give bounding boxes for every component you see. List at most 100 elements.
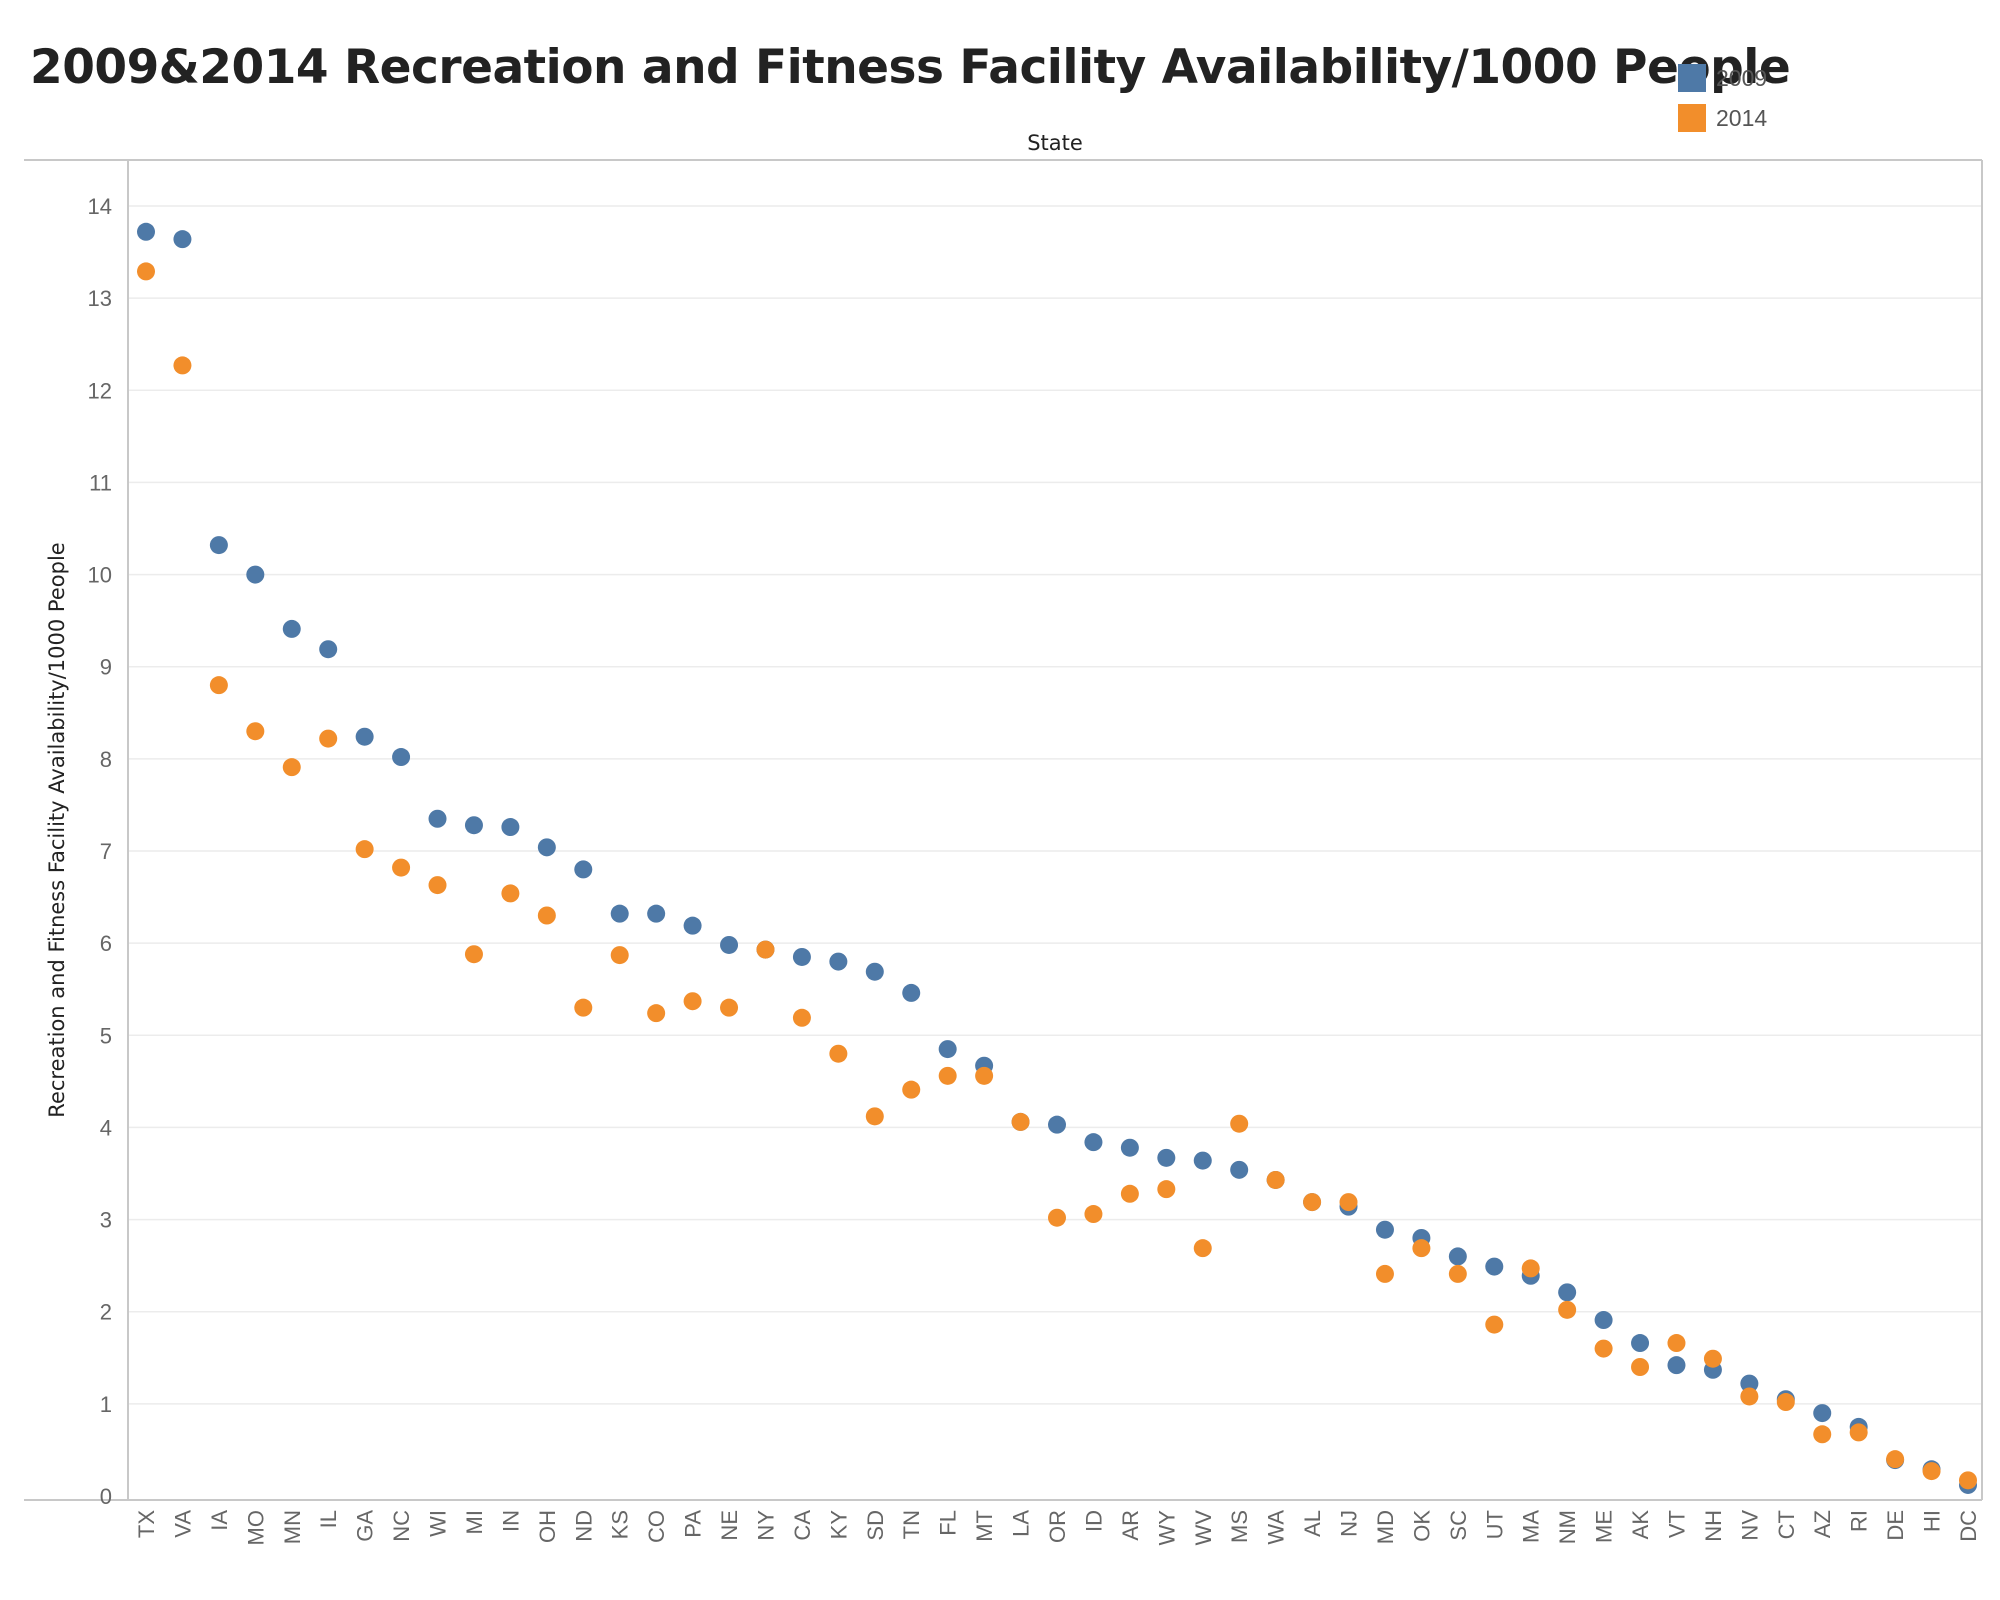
data-point-2014-nv[interactable] [1740, 1387, 1759, 1406]
data-point-2014-wi[interactable] [428, 876, 447, 895]
data-point-2014-sc[interactable] [1448, 1264, 1467, 1283]
data-point-2009-ak[interactable] [1631, 1334, 1650, 1353]
data-point-2014-ar[interactable] [1120, 1184, 1139, 1203]
data-point-2014-ca[interactable] [792, 1008, 811, 1027]
data-point-2014-nh[interactable] [1703, 1349, 1722, 1368]
data-point-2014-nm[interactable] [1558, 1300, 1577, 1319]
data-point-2014-ok[interactable] [1412, 1239, 1431, 1258]
data-point-2009-oh[interactable] [537, 838, 556, 857]
data-point-2014-hi[interactable] [1922, 1462, 1941, 1481]
data-point-2014-va[interactable] [173, 356, 192, 375]
x-tick-label: IL [316, 1510, 341, 1528]
data-point-2009-wy[interactable] [1157, 1148, 1176, 1167]
data-point-2014-wy[interactable] [1157, 1180, 1176, 1199]
data-point-2009-nm[interactable] [1558, 1283, 1577, 1302]
data-point-2009-ga[interactable] [355, 727, 374, 746]
data-point-2014-ri[interactable] [1849, 1423, 1868, 1442]
data-point-2014-id[interactable] [1084, 1205, 1103, 1224]
data-point-2014-ny[interactable] [756, 940, 775, 959]
data-point-2009-ia[interactable] [209, 536, 228, 555]
data-point-2014-md[interactable] [1375, 1264, 1394, 1283]
data-point-2009-ks[interactable] [610, 904, 629, 923]
data-point-2014-ia[interactable] [209, 676, 228, 695]
data-point-2009-vt[interactable] [1667, 1356, 1686, 1375]
data-point-2014-nc[interactable] [392, 858, 411, 877]
data-point-2014-mt[interactable] [975, 1066, 994, 1085]
data-point-2014-mn[interactable] [282, 758, 301, 777]
data-point-2014-il[interactable] [319, 729, 338, 748]
data-point-2014-ms[interactable] [1230, 1114, 1249, 1133]
data-point-2014-ks[interactable] [610, 946, 629, 965]
data-point-2009-sd[interactable] [865, 962, 884, 981]
y-tick-label: 2 [100, 1300, 112, 1325]
data-point-2009-mn[interactable] [282, 619, 301, 638]
x-tick-label: MN [280, 1510, 305, 1544]
data-point-2014-dc[interactable] [1959, 1471, 1977, 1490]
data-point-2009-tx[interactable] [137, 222, 155, 241]
data-point-2014-ne[interactable] [720, 998, 739, 1017]
data-point-2009-ne[interactable] [720, 935, 739, 954]
legend-swatch-2009 [1678, 64, 1706, 92]
data-point-2014-ma[interactable] [1521, 1259, 1540, 1278]
data-point-2014-tx[interactable] [137, 262, 155, 281]
data-point-2009-md[interactable] [1375, 1220, 1394, 1239]
data-point-2014-ga[interactable] [355, 840, 374, 859]
data-point-2009-tn[interactable] [902, 983, 921, 1002]
data-point-2009-va[interactable] [173, 230, 192, 249]
data-point-2009-il[interactable] [319, 640, 338, 659]
data-point-2014-ak[interactable] [1631, 1358, 1650, 1376]
data-point-2014-tn[interactable] [902, 1080, 921, 1099]
data-point-2014-sd[interactable] [865, 1107, 884, 1126]
data-point-2009-nd[interactable] [574, 860, 593, 879]
y-tick-label: 6 [100, 931, 112, 956]
data-point-2009-az[interactable] [1813, 1404, 1832, 1423]
data-point-2009-me[interactable] [1594, 1311, 1613, 1330]
data-point-2009-id[interactable] [1084, 1133, 1103, 1152]
data-point-2009-ut[interactable] [1485, 1257, 1504, 1276]
data-point-2009-in[interactable] [501, 818, 520, 837]
data-point-2009-ky[interactable] [829, 952, 848, 971]
x-tick-label: DE [1883, 1510, 1908, 1541]
data-point-2014-or[interactable] [1048, 1208, 1066, 1227]
data-point-2009-co[interactable] [647, 904, 666, 923]
data-point-2009-nc[interactable] [392, 748, 411, 767]
data-point-2014-al[interactable] [1303, 1193, 1322, 1212]
data-point-2014-pa[interactable] [683, 992, 702, 1011]
y-tick-label: 4 [100, 1115, 112, 1140]
data-point-2009-nv[interactable] [1740, 1374, 1759, 1393]
data-point-2009-ar[interactable] [1120, 1138, 1139, 1157]
x-tick-label: WV [1191, 1510, 1216, 1546]
data-point-2009-ca[interactable] [792, 947, 811, 966]
data-point-2014-az[interactable] [1813, 1425, 1832, 1444]
data-point-2014-ut[interactable] [1485, 1315, 1504, 1334]
data-point-2014-la[interactable] [1011, 1112, 1030, 1131]
data-point-2014-mi[interactable] [464, 945, 483, 964]
data-point-2014-wa[interactable] [1266, 1170, 1285, 1189]
data-point-2009-pa[interactable] [683, 916, 702, 935]
data-point-2014-me[interactable] [1594, 1339, 1613, 1358]
data-point-2009-ms[interactable] [1230, 1160, 1249, 1179]
data-point-2014-vt[interactable] [1667, 1334, 1686, 1353]
x-tick-label: RI [1847, 1510, 1872, 1532]
data-point-2014-co[interactable] [647, 1004, 666, 1023]
data-point-2014-fl[interactable] [938, 1066, 957, 1085]
data-point-2014-ky[interactable] [829, 1044, 848, 1063]
data-point-2014-ct[interactable] [1776, 1393, 1795, 1412]
y-tick-label: 1 [100, 1392, 112, 1417]
data-point-2014-in[interactable] [501, 884, 520, 903]
data-point-2009-mi[interactable] [464, 816, 483, 835]
data-point-2014-oh[interactable] [537, 906, 556, 925]
y-tick-label: 7 [100, 839, 112, 864]
data-point-2014-de[interactable] [1886, 1450, 1905, 1469]
data-point-2009-wv[interactable] [1193, 1151, 1212, 1170]
data-point-2009-or[interactable] [1048, 1115, 1066, 1134]
data-point-2009-wi[interactable] [428, 809, 447, 828]
data-point-2014-nd[interactable] [574, 998, 593, 1017]
data-point-2014-nj[interactable] [1339, 1193, 1358, 1212]
x-tick-label: CT [1774, 1510, 1799, 1539]
data-point-2014-wv[interactable] [1193, 1239, 1212, 1258]
data-point-2009-fl[interactable] [938, 1040, 957, 1059]
data-point-2009-mo[interactable] [246, 565, 265, 584]
data-point-2009-sc[interactable] [1448, 1247, 1467, 1266]
data-point-2014-mo[interactable] [246, 722, 265, 741]
